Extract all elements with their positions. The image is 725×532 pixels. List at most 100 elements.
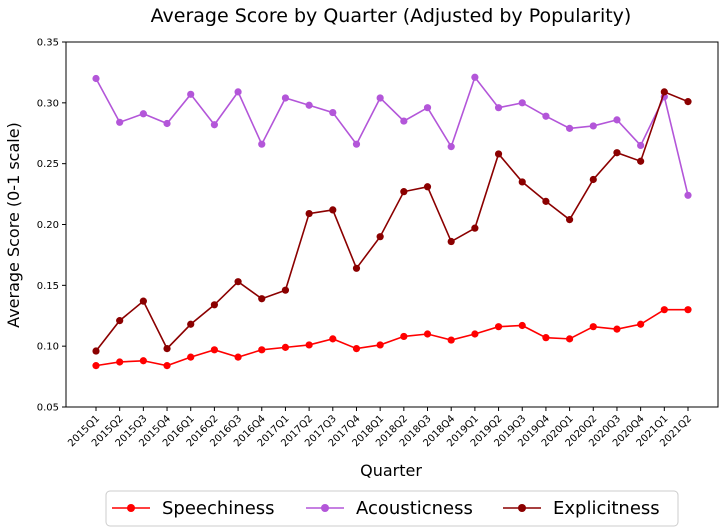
legend-item-speechiness: Speechiness (112, 498, 275, 519)
data-point-acousticness (637, 141, 645, 150)
series-explicitness (92, 88, 692, 355)
y-tick-label: 0.35 (37, 38, 59, 49)
data-point-explicitness (637, 157, 645, 165)
data-point-speechiness (329, 335, 337, 343)
data-point-acousticness (518, 99, 526, 107)
data-point-acousticness (139, 110, 147, 118)
series-line-acousticness (95, 75, 689, 196)
data-point-acousticness (494, 104, 503, 112)
plot-area (65, 41, 719, 408)
data-point-acousticness (400, 117, 408, 125)
data-point-explicitness (234, 278, 242, 286)
data-point-explicitness (210, 301, 218, 309)
data-point-explicitness (400, 188, 408, 196)
legend: Speechiness Acousticness Explicitness (105, 490, 679, 527)
data-point-speechiness (684, 306, 692, 314)
legend-marker-speechiness (127, 504, 135, 512)
y-axis: 0.05 0.10 0.15 0.20 0.25 0.30 0.35 (37, 38, 66, 414)
data-point-speechiness (116, 358, 124, 366)
y-axis-title: Average Score (0-1 scale) (4, 122, 23, 328)
data-point-explicitness (281, 286, 290, 294)
data-point-acousticness (566, 124, 574, 132)
data-point-acousticness (210, 121, 218, 129)
data-point-explicitness (494, 150, 503, 158)
series-speechiness (92, 306, 692, 370)
data-point-speechiness (305, 341, 313, 349)
legend-marker-acousticness (321, 504, 329, 512)
data-point-speechiness (637, 320, 645, 328)
data-point-acousticness (684, 191, 692, 199)
data-point-acousticness (447, 143, 455, 151)
data-point-explicitness (542, 197, 550, 205)
data-point-explicitness (376, 233, 384, 241)
data-point-explicitness (589, 175, 597, 184)
data-point-explicitness (352, 264, 361, 272)
data-point-acousticness (542, 112, 550, 120)
data-point-speechiness (258, 346, 266, 354)
data-point-explicitness (116, 317, 124, 325)
legend-label-explicitness: Explicitness (553, 498, 660, 519)
data-point-acousticness (589, 122, 597, 130)
data-point-explicitness (187, 320, 195, 328)
data-point-explicitness (471, 224, 479, 232)
series-acousticness (92, 73, 692, 199)
data-point-explicitness (566, 216, 574, 224)
data-point-speechiness (447, 336, 455, 344)
data-point-speechiness (281, 343, 290, 351)
y-tick-label: 0.30 (37, 98, 59, 109)
series-line-explicitness (95, 90, 689, 352)
data-point-acousticness (281, 94, 290, 102)
x-axis-title: Quarter (360, 461, 422, 480)
data-point-speechiness (518, 321, 526, 330)
data-point-speechiness (566, 335, 574, 343)
data-point-explicitness (447, 237, 455, 246)
data-point-explicitness (329, 206, 337, 214)
data-point-acousticness (376, 94, 384, 102)
data-point-speechiness (139, 357, 147, 365)
series-line-speechiness (95, 308, 688, 367)
legend-box (105, 490, 679, 527)
data-point-acousticness (352, 140, 361, 148)
y-tick-label: 0.15 (37, 281, 59, 292)
data-point-acousticness (423, 104, 432, 112)
data-point-explicitness (423, 183, 432, 191)
data-point-explicitness (163, 345, 171, 353)
data-point-acousticness (187, 90, 195, 98)
legend-item-acousticness: Acousticness (306, 498, 473, 519)
data-point-acousticness (305, 101, 313, 109)
data-point-acousticness (163, 119, 171, 128)
data-point-speechiness (163, 362, 171, 370)
data-point-speechiness (400, 332, 408, 341)
data-point-acousticness (234, 88, 242, 96)
data-point-acousticness (116, 118, 124, 126)
data-point-speechiness (494, 323, 503, 331)
legend-label-speechiness: Speechiness (162, 498, 275, 519)
legend-marker-explicitness (518, 504, 526, 512)
data-point-speechiness (660, 306, 668, 314)
legend-item-explicitness: Explicitness (503, 498, 660, 519)
data-point-explicitness (684, 98, 692, 106)
data-point-acousticness (613, 116, 621, 124)
data-point-explicitness (258, 295, 266, 303)
data-point-speechiness (92, 362, 100, 370)
y-tick-label: 0.20 (37, 220, 59, 231)
data-point-explicitness (305, 209, 313, 218)
data-point-speechiness (613, 325, 621, 333)
series-layer (92, 73, 692, 370)
data-point-speechiness (352, 345, 361, 353)
data-point-acousticness (92, 74, 100, 83)
data-point-acousticness (258, 140, 266, 148)
data-point-explicitness (613, 149, 621, 157)
data-point-explicitness (660, 88, 668, 96)
legend-label-acousticness: Acousticness (356, 498, 473, 519)
data-point-speechiness (589, 323, 597, 331)
data-point-speechiness (376, 341, 384, 349)
data-point-speechiness (471, 330, 479, 338)
chart-title: Average Score by Quarter (Adjusted by Po… (151, 5, 632, 27)
data-point-speechiness (234, 353, 242, 361)
data-point-speechiness (210, 346, 218, 354)
data-point-speechiness (542, 334, 550, 342)
data-point-explicitness (139, 297, 147, 305)
data-point-explicitness (518, 178, 526, 186)
